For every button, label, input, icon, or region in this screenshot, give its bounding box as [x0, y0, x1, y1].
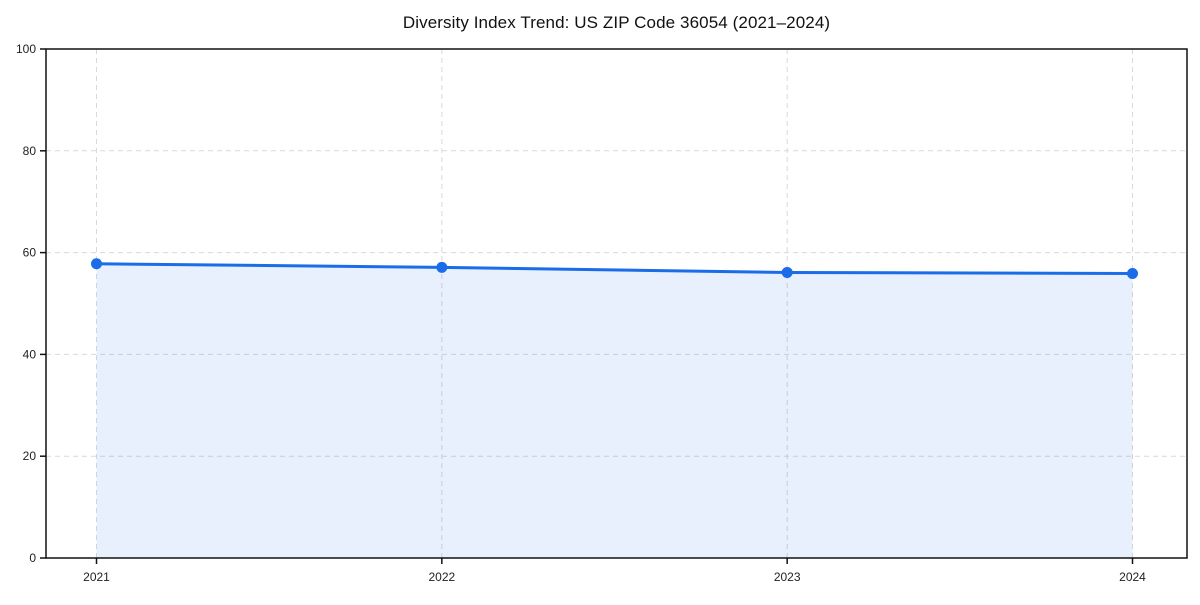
- trend-line: [95, 262, 1134, 275]
- data-point-marker: [91, 258, 102, 270]
- data-point-marker: [436, 261, 448, 273]
- y-axis-tick-label: 20: [23, 449, 37, 463]
- area-fill: [96, 263, 1133, 558]
- y-axis-tick-label: 60: [23, 246, 37, 260]
- x-axis-tick-label: 2022: [428, 570, 455, 584]
- y-axis-tick-label: 0: [29, 551, 36, 565]
- data-point-marker: [1127, 267, 1138, 279]
- y-axis-tick-label: 80: [23, 144, 37, 158]
- x-axis-tick-label: 2023: [774, 570, 801, 584]
- x-axis-tick-label: 2021: [83, 570, 110, 584]
- plot-border: [45, 48, 1188, 559]
- chart-title: Diversity Index Trend: US ZIP Code 36054…: [402, 13, 831, 32]
- x-axis-tick-label: 2024: [1119, 570, 1146, 584]
- y-axis-tick-label: 100: [16, 42, 36, 56]
- data-point-marker: [781, 266, 793, 278]
- y-axis-tick-label: 40: [23, 347, 37, 361]
